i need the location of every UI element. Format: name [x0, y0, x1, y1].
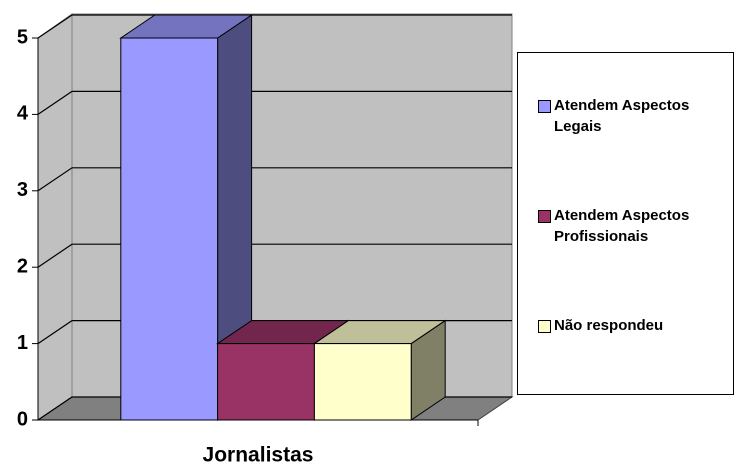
legend: Atendem Aspectos Legais Atendem Aspectos … [517, 52, 734, 395]
y-tick-label: 1 [17, 332, 28, 354]
y-tick-label: 0 [17, 408, 28, 430]
legend-entry: Atendem Aspectos Legais [538, 95, 730, 137]
legend-entry: Atendem Aspectos Profissionais [538, 205, 730, 247]
bar [217, 343, 315, 421]
y-tick-label: 4 [17, 103, 29, 125]
grid-line [37, 243, 512, 268]
y-tick-label: 5 [17, 26, 28, 48]
grid-line [37, 167, 512, 192]
legend-entry: Não respondeu [538, 315, 730, 336]
grid-line [37, 90, 512, 115]
y-tick-label: 3 [17, 179, 28, 201]
y-tick-label: 2 [17, 255, 28, 277]
legend-label: Atendem Aspectos Profissionais [554, 207, 690, 245]
bar [120, 37, 219, 421]
legend-swatch [538, 100, 551, 113]
legend-swatch [538, 210, 551, 223]
grid-line [37, 14, 512, 39]
legend-label: Não respondeu [554, 317, 664, 334]
x-tick-label: Jornalistas [203, 444, 314, 465]
legend-swatch [538, 320, 551, 333]
legend-label: Atendem Aspectos Legais [554, 97, 690, 135]
bar [313, 343, 412, 421]
side-wall [37, 13, 73, 421]
